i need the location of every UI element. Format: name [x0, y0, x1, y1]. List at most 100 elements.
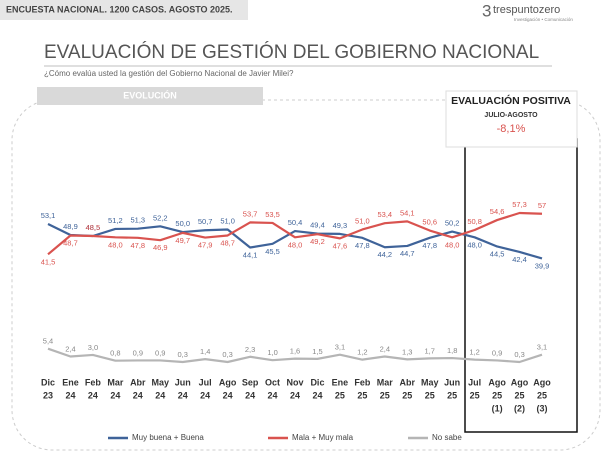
data-label: 44,5 — [490, 249, 505, 258]
data-label: 48,7 — [63, 238, 78, 247]
header-bar — [0, 0, 248, 20]
x-tick-label: 25 — [447, 390, 457, 400]
data-label: 48,9 — [63, 222, 78, 231]
x-tick-label: Abr — [130, 377, 146, 387]
x-tick-label: Feb — [354, 377, 371, 387]
data-label: 49,4 — [310, 221, 325, 230]
subtitle: ¿Cómo evalúa usted la gestión del Gobier… — [44, 69, 294, 78]
x-tick-label: Dic — [41, 377, 55, 387]
data-label: 47,9 — [198, 241, 213, 250]
data-label: 54,1 — [400, 208, 415, 217]
data-label: 47,8 — [422, 241, 437, 250]
plot: Dic 23 Ene 24 Feb 24 Mar 24 Abr 24 May 24 Jun 24 Jul 24… — [41, 200, 552, 442]
data-label: 54,6 — [490, 207, 505, 216]
series-line — [47, 347, 543, 364]
x-tick-label: Nov — [286, 377, 303, 387]
data-label: 48,5 — [86, 223, 101, 232]
data-label: 57 — [538, 201, 546, 210]
data-label: 49,2 — [310, 237, 325, 246]
data-label: 48,0 — [467, 240, 482, 249]
x-tick-label: 24 — [155, 390, 165, 400]
x-tick-label: 24 — [200, 390, 210, 400]
data-label: 52,2 — [153, 213, 168, 222]
data-label: 53,1 — [41, 211, 56, 220]
x-tick-label: 25 — [537, 390, 547, 400]
data-label: 2,4 — [380, 344, 390, 353]
section-label: EVOLUCIÓN — [123, 89, 177, 100]
data-label: 1,7 — [425, 346, 435, 355]
data-label: 1,5 — [312, 347, 322, 356]
data-label: 1,0 — [267, 348, 277, 357]
data-label: 50,0 — [175, 219, 190, 228]
x-tick-label: Jun — [175, 377, 191, 387]
x-tick-label: Jul — [468, 377, 481, 387]
data-label: 1,8 — [447, 346, 457, 355]
data-label: 51,2 — [108, 216, 123, 225]
data-label: 44,2 — [378, 250, 393, 259]
data-label: 50,2 — [445, 219, 460, 228]
survey-info: ENCUESTA NACIONAL. 1200 CASOS. AGOSTO 20… — [6, 4, 233, 14]
data-label: 50,7 — [198, 217, 213, 226]
data-label: 50,6 — [422, 217, 437, 226]
data-label: 0,9 — [492, 348, 502, 357]
x-tick-label: 24 — [312, 390, 322, 400]
x-tick-label: Ago — [219, 377, 237, 387]
data-label: 0,3 — [222, 350, 232, 359]
x-tick-label: 24 — [245, 390, 255, 400]
frame — [11, 99, 601, 451]
x-tick-label: 24 — [110, 390, 120, 400]
callout-box — [445, 90, 578, 148]
title: EVALUACIÓN DE GESTIÓN DEL GOBIERNO NACIO… — [44, 41, 539, 63]
data-label: 5,4 — [43, 337, 53, 346]
data-label: 48,7 — [220, 238, 235, 247]
data-label: 47,8 — [131, 241, 146, 250]
data-label: 53,5 — [265, 210, 280, 219]
data-label: 44,1 — [243, 250, 258, 259]
data-label: 2,3 — [245, 345, 255, 354]
x-tick-label: 24 — [290, 390, 300, 400]
data-label: 1,3 — [402, 347, 412, 356]
data-label: 48,0 — [288, 240, 303, 249]
data-label: 0,9 — [155, 348, 165, 357]
section-bar — [37, 87, 263, 105]
x-tick-label: 25 — [470, 390, 480, 400]
x-tick-label: (1) — [492, 403, 503, 413]
data-label: 45,5 — [265, 247, 280, 256]
data-label: 50,4 — [288, 218, 303, 227]
data-label: 1,2 — [469, 348, 479, 357]
x-tick-label: Ago — [488, 377, 506, 387]
data-label: 0,3 — [514, 350, 524, 359]
data-label: 49,7 — [175, 236, 190, 245]
data-label: 44,7 — [400, 249, 415, 258]
callout-title: EVALUACIÓN POSITIVA — [451, 94, 571, 107]
data-label: 47,8 — [355, 241, 370, 250]
x-tick-label: (3) — [537, 403, 548, 413]
x-tick-label: Sep — [242, 377, 259, 387]
x-tick-label: 25 — [402, 390, 412, 400]
x-tick-label: Jul — [199, 377, 212, 387]
data-label: 42,4 — [512, 255, 527, 264]
logo-tagline: Investigación • Comunicación — [514, 17, 573, 22]
x-tick-label: Abr — [400, 377, 416, 387]
x-tick-label: 23 — [43, 390, 53, 400]
data-label: 47,6 — [333, 241, 348, 250]
x-tick-label: Mar — [377, 377, 394, 387]
data-label: 39,9 — [535, 261, 550, 270]
data-label: 48,0 — [445, 240, 460, 249]
x-tick-label: 24 — [268, 390, 278, 400]
data-label: 1,6 — [290, 347, 300, 356]
x-tick-label: May — [421, 377, 439, 387]
x-tick-label: Ago — [511, 377, 529, 387]
data-label: 3,1 — [335, 343, 345, 352]
x-tick-label: Dic — [310, 377, 324, 387]
data-label: 49,3 — [333, 221, 348, 230]
x-tick-label: 25 — [425, 390, 435, 400]
data-label: 0,8 — [110, 349, 120, 358]
x-tick-label: Jun — [444, 377, 460, 387]
logo: trespuntozero — [493, 4, 560, 16]
legend-label: Mala + Muy mala — [292, 433, 354, 442]
x-tick-label: 25 — [357, 390, 367, 400]
data-label: 51,3 — [131, 216, 146, 225]
callout-period: JULIO-AGOSTO — [484, 112, 538, 119]
